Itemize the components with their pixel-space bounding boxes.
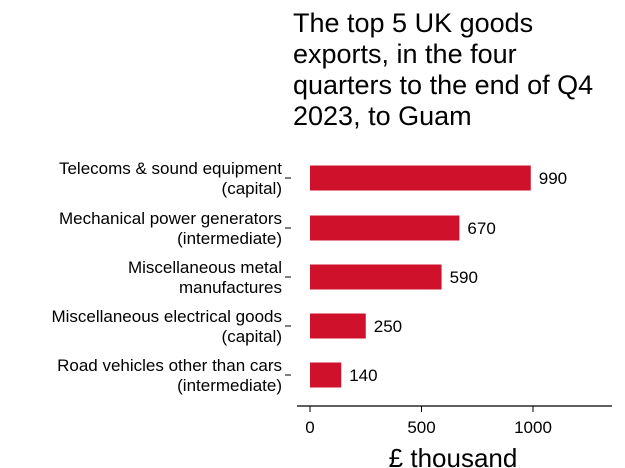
chart-title: The top 5 UK goods exports, in the four … <box>293 8 594 131</box>
category-label-1-line-1: Telecoms & sound equipment <box>59 159 282 178</box>
category-label-4-line-2: (capital) <box>222 327 282 346</box>
bar-3 <box>310 264 442 290</box>
x-axis: 0 500 1000 <box>285 177 612 437</box>
data-labels-group: 990 670 590 250 140 <box>349 169 567 385</box>
x-tick-label-3: 1000 <box>514 418 552 437</box>
category-label-2-line-1: Mechanical power generators <box>59 209 282 228</box>
data-label-2: 670 <box>467 219 495 238</box>
bar-1 <box>310 165 531 191</box>
category-label-2-line-2: (intermediate) <box>177 229 282 248</box>
bars-group <box>310 165 531 388</box>
category-label-4-line-1: Miscellaneous electrical goods <box>51 307 282 326</box>
category-labels-group: Telecoms & sound equipment(capital)Mecha… <box>51 159 282 395</box>
category-label-5: Road vehicles other than cars(intermedia… <box>57 356 282 395</box>
category-label-4: Miscellaneous electrical goods(capital) <box>51 307 282 346</box>
data-label-3: 590 <box>450 268 478 287</box>
category-label-5-line-1: Road vehicles other than cars <box>57 356 282 375</box>
x-tick-label-1: 0 <box>305 418 314 437</box>
bar-5 <box>310 362 342 388</box>
category-label-1: Telecoms & sound equipment(capital) <box>59 159 282 198</box>
category-label-2: Mechanical power generators(intermediate… <box>59 209 282 248</box>
category-label-5-line-2: (intermediate) <box>177 376 282 395</box>
category-label-3-line-2: manufactures <box>179 278 282 297</box>
data-label-5: 140 <box>349 366 377 385</box>
data-label-4: 250 <box>374 317 402 336</box>
category-label-1-line-2: (capital) <box>222 179 282 198</box>
bar-2 <box>310 215 460 241</box>
bar-4 <box>310 313 366 339</box>
x-tick-label-2: 500 <box>407 418 435 437</box>
category-label-3-line-1: Miscellaneous metal <box>128 258 282 277</box>
data-label-1: 990 <box>539 169 567 188</box>
x-axis-title: £ thousand <box>389 443 518 468</box>
